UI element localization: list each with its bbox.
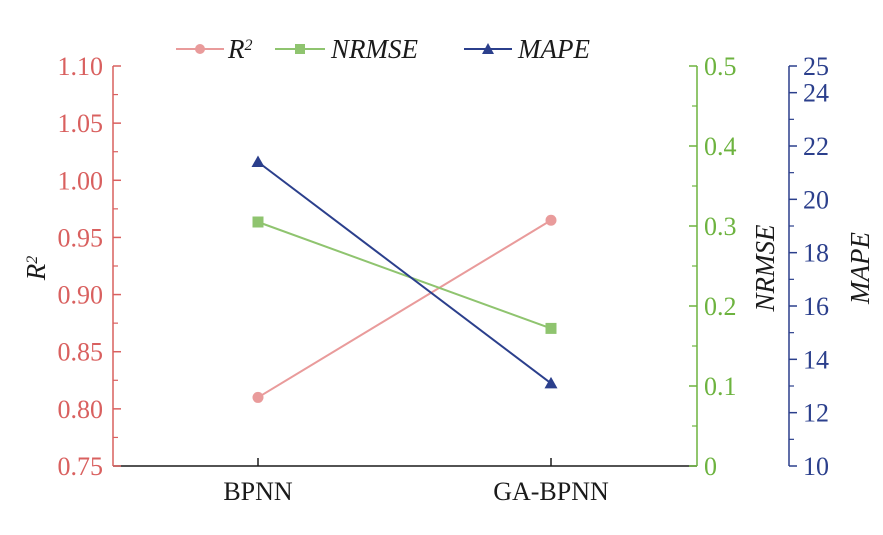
mape-tick-label: 22 <box>803 132 829 161</box>
legend-r2-marker <box>195 44 205 54</box>
legend-item-mape: MAPE <box>464 34 590 64</box>
x-tick-label: GA-BPNN <box>493 477 609 506</box>
r2-tick-label: 0.90 <box>58 281 104 310</box>
r2-tick-label: 1.05 <box>58 109 104 138</box>
legend: R2 NRMSE MAPE <box>176 34 590 64</box>
r2-tick-label: 0.85 <box>58 338 104 367</box>
r2-axis-title: R2 <box>21 256 51 282</box>
nrmse-tick-label: 0.1 <box>704 372 737 401</box>
mape-tick-label: 20 <box>803 185 829 214</box>
legend-item-r2: R2 <box>176 34 253 64</box>
legend-mape-label: MAPE <box>517 34 590 64</box>
mape-tick-label: 12 <box>803 399 829 428</box>
r2-tick-label: 0.95 <box>58 223 104 252</box>
data-point-nrmse <box>545 322 557 334</box>
nrmse-tick-label: 0.3 <box>704 212 737 241</box>
r2-tick-label: 0.75 <box>58 452 104 481</box>
legend-r2-label: R2 <box>227 34 253 64</box>
legend-item-nrmse: NRMSE <box>275 34 418 64</box>
series-line-mape <box>257 161 552 385</box>
axes <box>112 66 790 467</box>
r2-tick-label: 1.10 <box>58 52 104 81</box>
mape-axis-title: MAPE <box>845 232 875 305</box>
mape-tick-label: 18 <box>803 239 829 268</box>
x-tick-label: BPNN <box>223 477 293 506</box>
nrmse-tick-label: 0.2 <box>704 292 737 321</box>
mape-tick-label: 24 <box>803 79 829 108</box>
data-point-r2 <box>545 214 557 226</box>
series-line-nrmse <box>257 221 552 330</box>
data-point-mape <box>251 155 265 167</box>
r2-tick-label: 1.00 <box>58 166 104 195</box>
series <box>251 155 558 403</box>
legend-nrmse-marker <box>295 44 305 54</box>
legend-nrmse-label: NRMSE <box>330 34 418 64</box>
mape-tick-label: 16 <box>803 292 829 321</box>
series-line-r2 <box>257 219 552 399</box>
data-point-mape <box>544 376 558 389</box>
mape-tick-label: 10 <box>803 452 829 481</box>
legend-mape-marker <box>482 43 494 54</box>
nrmse-axis-title: NRMSE <box>750 224 780 312</box>
data-point-nrmse <box>252 216 264 228</box>
nrmse-tick-label: 0 <box>704 452 717 481</box>
nrmse-tick-label: 0.4 <box>704 132 737 161</box>
r2-tick-label: 0.80 <box>58 395 104 424</box>
nrmse-tick-label: 0.5 <box>704 52 737 81</box>
data-point-r2 <box>252 391 264 403</box>
mape-tick-label: 14 <box>803 345 829 374</box>
axis-ticks: 0.75 0.80 0.85 0.90 0.95 1.00 1.05 1.10 0 0.1 0.2 0… <box>58 52 830 506</box>
mape-tick-label: 25 <box>803 52 829 81</box>
